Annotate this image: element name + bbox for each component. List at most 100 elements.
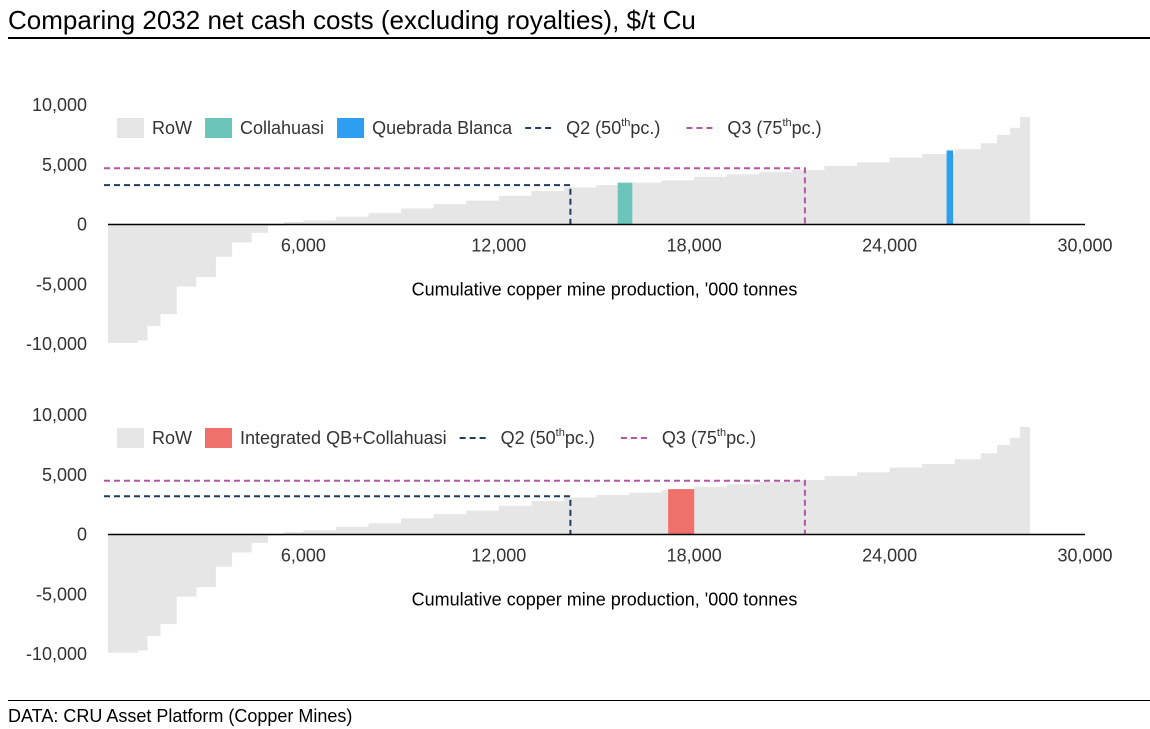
chart-2-legend-swatch-row: [117, 428, 144, 448]
chart-1-row-bar: [1010, 127, 1021, 225]
chart-2-row-bar: [137, 534, 148, 651]
chart-1-row-bar: [857, 162, 890, 225]
chart-2-row-bar: [889, 467, 923, 535]
chart-1-row-bar: [137, 224, 148, 341]
chart-1-row-bar: [368, 213, 402, 225]
chart-1-row-bar: [661, 180, 695, 225]
chart-2-row-bar: [1019, 426, 1031, 535]
chart-2-row-bar: [466, 510, 500, 535]
chart-2-y-tick-label: -10,000: [26, 644, 87, 664]
chart-2-x-tick-label: 30,000: [1057, 546, 1112, 566]
chart-2-row-bar: [231, 534, 252, 553]
chart-2-legend-suffix-q3: pc.): [726, 428, 756, 448]
chart-1-row-bar: [824, 165, 858, 225]
chart-1-row-bar: [195, 224, 216, 278]
chart-2-row-bar: [498, 505, 532, 535]
chart-2-row-bar: [368, 523, 402, 535]
chart-2-y-tick-label: 5,000: [42, 465, 87, 485]
data-source: DATA: CRU Asset Platform (Copper Mines): [8, 706, 353, 726]
chart-1-x-tick-label: 24,000: [862, 236, 917, 256]
chart-1-row-bar: [147, 224, 161, 327]
chart-1-row-bar: [466, 200, 500, 225]
chart-1-y-tick-label: -5,000: [36, 274, 87, 294]
chart-2-row-bar: [108, 534, 138, 653]
chart-1-legend-sup-q2: th: [621, 117, 630, 129]
chart-2-row-bar: [726, 484, 760, 535]
chart-2-y-tick-label: 0: [77, 525, 87, 545]
chart-2-q2-line: [104, 495, 572, 535]
chart-1-row-bar: [889, 157, 923, 225]
chart-1-row-bar: [335, 216, 369, 225]
chart-2-y-tick-label: 10,000: [32, 405, 87, 425]
chart-1-row-bar: [160, 224, 177, 315]
chart-2-row-bar: [563, 497, 597, 535]
chart-1-legend-label-quebrada_blanca: Quebrada Blanca: [372, 118, 513, 138]
chart-1-q2-line: [104, 184, 572, 225]
chart-1-quebrada_blanca-bar: [946, 150, 954, 225]
chart-2-x-tick-label: 12,000: [471, 546, 526, 566]
chart-2-row-bar: [176, 534, 197, 597]
chart-1-row-bar: [401, 208, 435, 225]
chart-2-legend-sup-q2: th: [556, 427, 565, 439]
chart-1-row-bar: [997, 134, 1011, 225]
chart-1-row-bar: [283, 222, 304, 225]
chart-1-legend-label-row: RoW: [152, 118, 192, 138]
chart-2-legend-label-q2: Q2 (50: [501, 428, 556, 448]
chart-1-row-bar: [498, 195, 532, 225]
chart-1-legend-swatch-quebrada_blanca: [337, 118, 365, 138]
cost-curve-chart-top: 10,000 5,000 0 -5,000 -10,000 6,000 12,000 18,0…: [26, 95, 1113, 354]
chart-2-row-bar: [303, 530, 337, 535]
chart-1-legend-label-collahuasi: Collahuasi: [240, 118, 324, 138]
chart-2-x-tick-label: 18,000: [667, 546, 722, 566]
chart-1-row-bar: [759, 171, 793, 225]
chart-1-row-bar: [791, 170, 825, 225]
chart-2-row-bar: [1010, 437, 1021, 535]
chart-1-row-bar: [980, 143, 998, 225]
chart-1-row-bar: [1019, 116, 1031, 225]
chart-2-legend-label-q3: Q3 (75: [662, 428, 717, 448]
chart-2-row-bar: [215, 534, 233, 567]
chart-2-legend-swatch-integrated: [205, 428, 232, 448]
chart-2-row-bar: [824, 475, 858, 535]
chart-2-row-bar: [283, 532, 304, 535]
chart-1-x-tick-label: 30,000: [1057, 236, 1112, 256]
chart-2-q3-line: [104, 479, 806, 535]
chart-1-x-tick-label: 18,000: [667, 236, 722, 256]
chart-2-row-bar: [401, 518, 435, 535]
chart-2-row-bar: [954, 459, 982, 535]
chart-1-row-bar: [303, 220, 337, 225]
chart-2-row-bar: [629, 492, 663, 535]
chart-1-collahuasi-bar: [617, 182, 633, 225]
chart-2-row-bar: [251, 534, 268, 543]
chart-2-row-bar: [147, 534, 161, 637]
title-divider: [8, 37, 1150, 39]
chart-2-row-bar: [759, 481, 793, 535]
chart-2-row-bar: [997, 444, 1011, 535]
chart-1-row-bar: [176, 224, 197, 287]
chart-2-row-bar: [531, 501, 565, 535]
footer-divider: [8, 700, 1150, 701]
chart-1-q3-line: [104, 167, 806, 225]
chart-1-legend-suffix-q2: pc.): [630, 118, 660, 138]
chart-1-legend-sup-q3: th: [782, 117, 791, 129]
chart-1-row-bar: [629, 182, 663, 225]
chart-2-x-tick-label: 6,000: [281, 546, 326, 566]
chart-1-row-bar: [251, 224, 268, 233]
chart-2-row-bar: [694, 486, 728, 535]
chart-2-x-axis-label: Cumulative copper mine production, '000 …: [412, 590, 798, 610]
chart-2-integrated-bar: [668, 489, 695, 535]
chart-1-row-bar: [231, 224, 252, 243]
chart-2-row-bar: [980, 453, 998, 535]
chart-1-x-tick-label: 6,000: [281, 236, 326, 256]
chart-2-row-bar: [791, 480, 825, 535]
chart-1-row-bar: [563, 187, 597, 225]
cost-curve-chart-bottom: 10,000 5,000 0 -5,000 -10,000 6,000 12,000 18,0…: [26, 405, 1113, 664]
chart-2-legend-label-row: RoW: [152, 428, 192, 448]
chart-1-legend-swatch-collahuasi: [205, 118, 232, 138]
chart-1-legend-label-q2: Q2 (50: [566, 118, 621, 138]
chart-1-row-bar: [694, 176, 728, 225]
chart-1-y-tick-label: 5,000: [42, 155, 87, 175]
chart-1-legend-suffix-q3: pc.): [792, 118, 822, 138]
chart-2-legend-sup-q3: th: [717, 427, 726, 439]
chart-2-row-bar: [160, 534, 177, 625]
